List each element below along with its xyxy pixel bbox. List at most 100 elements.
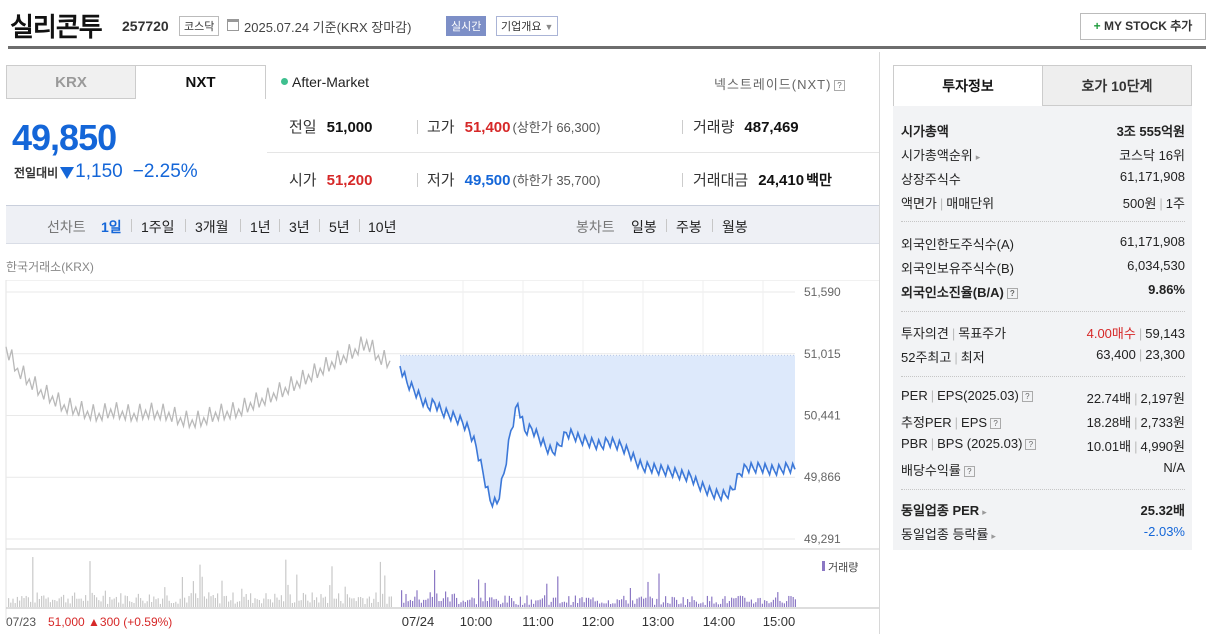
prev-volume-bar	[241, 588, 243, 607]
tab-krx[interactable]: KRX	[6, 65, 136, 99]
today-volume-bar	[638, 597, 640, 607]
today-volume-bar	[561, 602, 563, 607]
x-tick-label: 10:00	[460, 614, 493, 629]
foreign-hold-row: 외국인보유주식수(B) 6,034,530	[901, 258, 1185, 278]
prev-volume-bar	[305, 594, 307, 607]
sector-rate-label: 동일업종 등락률	[901, 527, 989, 542]
x-tick-label: 11:00	[522, 614, 554, 629]
tab-nxt[interactable]: NXT	[135, 65, 266, 99]
period-1w[interactable]: 1주일	[141, 219, 175, 235]
prev-volume-bar	[265, 593, 267, 607]
period-5y[interactable]: 5년	[329, 219, 350, 235]
y-tick-label: 50,441	[804, 408, 841, 422]
prev-volume-bar	[109, 596, 111, 607]
today-volume-bar	[577, 602, 579, 607]
today-volume-bar	[748, 601, 750, 607]
help-icon[interactable]: ?	[1025, 439, 1037, 450]
bps-label: BPS (2025.03)	[937, 436, 1023, 451]
prev-volume-bar	[214, 597, 216, 607]
today-volume-bar	[731, 597, 733, 607]
today-volume-bar	[636, 598, 638, 607]
today-volume-bar	[473, 598, 475, 607]
today-volume-bar	[772, 599, 774, 607]
period-10y[interactable]: 10년	[368, 219, 397, 235]
prev-volume-bar	[197, 598, 199, 607]
eps-label: EPS(2025.03)	[937, 388, 1019, 403]
prev-volume-bar	[67, 598, 69, 607]
tab-order-book[interactable]: 호가 10단계	[1042, 65, 1192, 106]
prev-volume-bar	[203, 596, 205, 607]
prev-volume-bar	[98, 600, 100, 607]
section-divider	[901, 376, 1185, 377]
period-3y[interactable]: 3년	[289, 219, 310, 235]
prev-volume-bar	[34, 602, 36, 607]
current-price: 49,850	[12, 117, 117, 158]
help-icon[interactable]: ?	[963, 466, 975, 477]
header: 실리콘투 257720 코스닥 2025.07.24 기준(KRX 장마감) 실…	[0, 0, 1214, 49]
prev-volume-bar	[247, 599, 249, 607]
listed-shares-value: 61,171,908	[1119, 169, 1185, 184]
foreign-limit-value: 61,171,908	[1119, 234, 1185, 249]
today-volume-bar	[403, 602, 405, 607]
today-volume-bar	[585, 597, 587, 607]
prev-volume-bar	[74, 592, 76, 607]
market-cap-rank-row[interactable]: 시가총액순위 ▸ 코스닥 16위	[901, 145, 1185, 165]
help-icon[interactable]: ?	[834, 80, 846, 91]
realtime-button[interactable]: 실시간	[446, 16, 487, 36]
prev-volume-bar	[254, 598, 256, 607]
corp-overview-label: 기업개요	[501, 21, 542, 33]
prev-volume-bar	[245, 594, 247, 607]
prev-volume-bar	[294, 602, 296, 607]
prev-volume-bar	[362, 598, 364, 607]
help-icon[interactable]: ?	[1021, 391, 1033, 402]
candle-weekly[interactable]: 주봉	[676, 219, 702, 235]
today-volume-bar	[541, 598, 543, 607]
help-icon[interactable]: ?	[1006, 288, 1018, 299]
today-volume-bar	[442, 598, 444, 607]
today-volume-bar	[715, 602, 717, 607]
prev-volume-bar	[102, 595, 104, 607]
prev-volume-bar	[76, 598, 78, 607]
today-volume-bar	[645, 597, 647, 607]
y-tick-label: 49,866	[804, 470, 841, 484]
prev-volume-bar	[252, 602, 254, 607]
candle-monthly[interactable]: 월봉	[722, 219, 748, 235]
today-volume-bar	[662, 602, 664, 607]
today-volume-bar	[711, 596, 713, 607]
today-volume-bar	[632, 600, 634, 607]
help-icon[interactable]: ?	[990, 418, 1002, 429]
divider	[417, 120, 418, 134]
today-volume-bar	[550, 601, 552, 607]
chart-source: 한국거래소(KRX)	[6, 260, 94, 274]
sector-rate-row[interactable]: 동일업종 등락률 ▸ -2.03%	[901, 524, 1185, 544]
tab-invest-info[interactable]: 투자정보	[893, 65, 1043, 106]
foreign-hold-label: 외국인보유주식수(B)	[901, 261, 1015, 276]
period-1y[interactable]: 1년	[250, 219, 271, 235]
sector-per-row[interactable]: 동일업종 PER ▸ 25.32배	[901, 500, 1185, 520]
period-1d[interactable]: 1일	[101, 219, 122, 235]
prev-volume-bar	[280, 595, 282, 607]
divider	[682, 120, 683, 134]
per-value: 22.74배	[1086, 391, 1132, 406]
prev-day-label: 07/23	[6, 615, 36, 629]
candle-daily[interactable]: 일봉	[631, 219, 657, 235]
today-volume-bar	[614, 603, 616, 607]
corp-overview-dropdown[interactable]: 기업개요 ▼	[496, 16, 559, 36]
my-stock-add-button[interactable]: + MY STOCK 추가	[1080, 13, 1206, 40]
today-volume-bar	[401, 590, 403, 607]
prev-volume-bar	[276, 597, 278, 607]
today-volume-bar	[517, 604, 519, 607]
prev-volume-bar	[349, 597, 351, 607]
prev-volume-bar	[388, 596, 390, 607]
prev-volume-bar	[263, 598, 265, 607]
prev-volume-bar	[120, 593, 122, 607]
today-volume-bar	[405, 593, 407, 607]
today-volume-bar	[599, 603, 601, 607]
price-chart[interactable]: 51,590 51,015 50,441 49,866 49,291 거래량 07/24 10…	[0, 280, 879, 634]
section-divider	[901, 489, 1185, 490]
prev-volume-bar	[298, 600, 300, 607]
prev-volume-bar	[195, 593, 197, 607]
prev-volume-bar	[221, 580, 223, 607]
period-3m[interactable]: 3개월	[195, 219, 229, 235]
today-volume-bar	[594, 601, 596, 607]
